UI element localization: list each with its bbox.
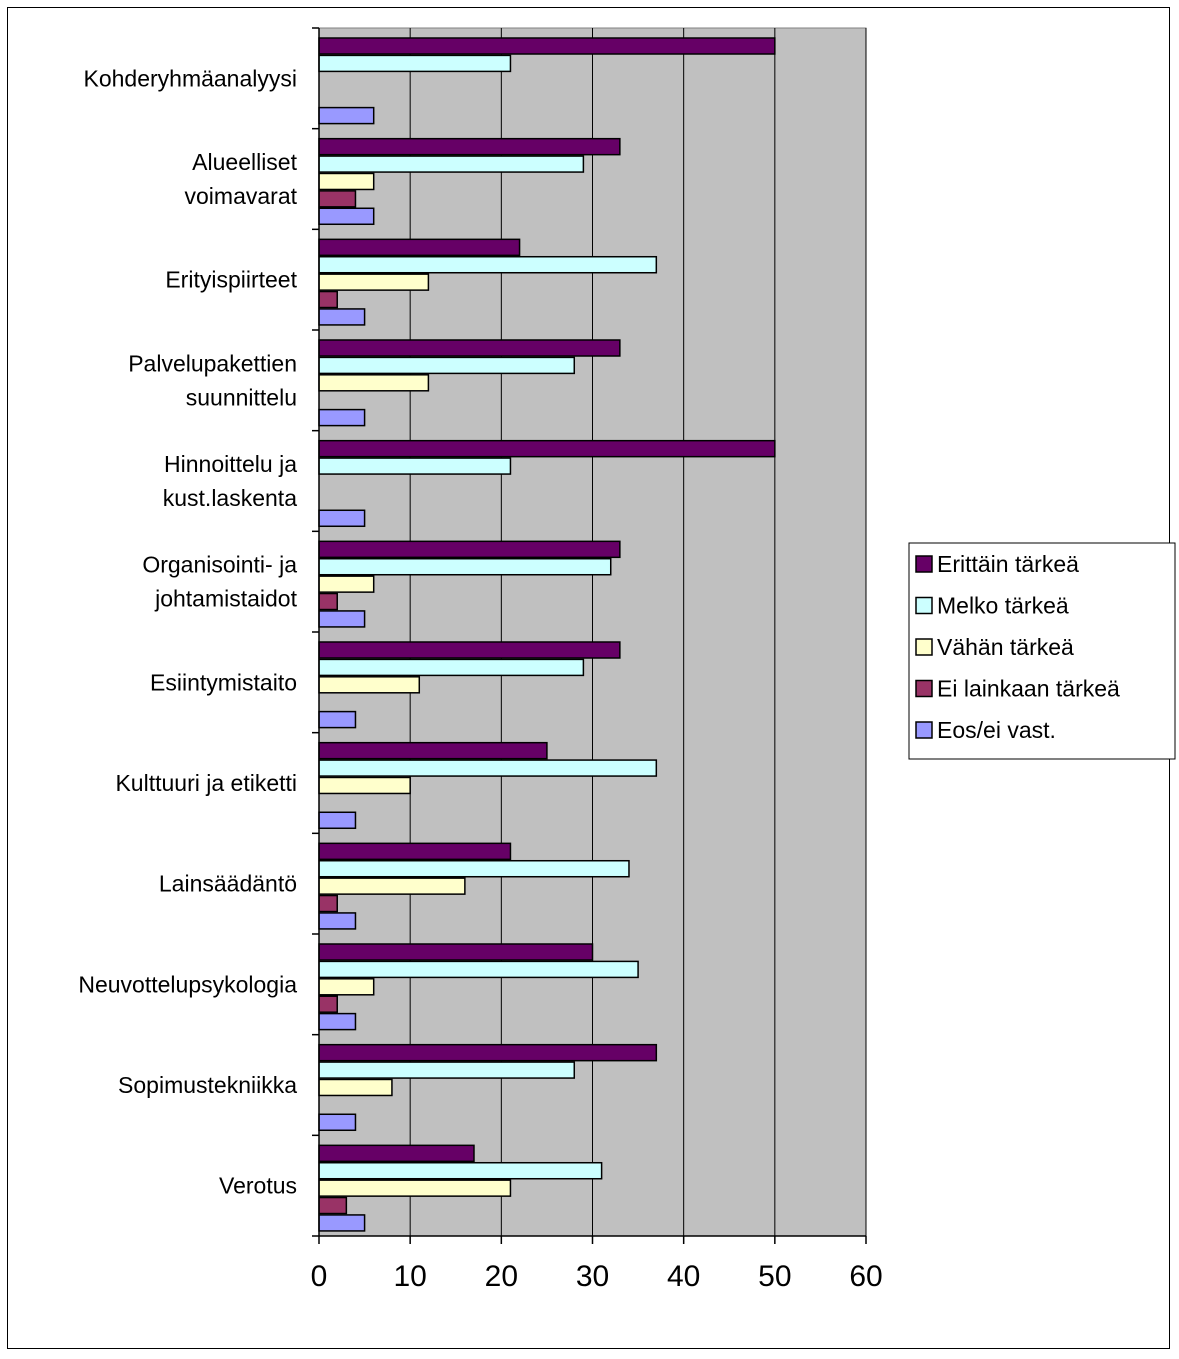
bar (318, 54, 512, 73)
category-label: Sopimustekniikka (118, 1072, 297, 1098)
bar (318, 592, 338, 611)
bar (318, 273, 430, 291)
bar (318, 207, 375, 226)
bar (318, 710, 357, 729)
category-label: Organisointi- ja johtamistaidot (142, 552, 297, 612)
legend-swatch (915, 596, 933, 615)
bar (318, 610, 366, 628)
bar (318, 978, 375, 996)
category-label: Erityispiirteet (165, 267, 297, 293)
bar (318, 339, 621, 357)
category-label: Lainsäädäntö (159, 871, 297, 897)
category-label: Esiintymistaito (150, 669, 297, 695)
category-label: Palvelupakettien suunnittelu (128, 350, 297, 410)
bar (318, 540, 621, 559)
x-tick-label: 30 (576, 1260, 609, 1293)
bar (318, 1061, 576, 1079)
bar (318, 290, 338, 309)
bar (318, 943, 594, 961)
bar (318, 1078, 393, 1097)
bar (318, 1196, 348, 1215)
bar (318, 557, 612, 576)
bar (318, 457, 512, 475)
bar (318, 374, 430, 392)
bar (318, 1214, 366, 1232)
bar (318, 1113, 357, 1132)
x-tick-label: 60 (849, 1260, 882, 1293)
bar (318, 137, 621, 156)
bar (318, 155, 585, 173)
legend-swatch (915, 679, 933, 698)
bar (318, 641, 621, 659)
bar (318, 1179, 512, 1197)
category-label: Kulttuuri ja etiketti (115, 770, 297, 796)
legend-label: Ei lainkaan tärkeä (937, 676, 1120, 702)
bar (318, 1012, 357, 1031)
bar (318, 894, 338, 913)
bar (318, 811, 357, 830)
bar (318, 308, 366, 326)
bar (318, 356, 576, 375)
bar (318, 1161, 603, 1180)
legend-label: Erittäin tärkeä (937, 551, 1079, 577)
bar (318, 842, 512, 861)
bar (318, 1144, 475, 1163)
bar (318, 995, 338, 1013)
x-tick-label: 10 (393, 1260, 426, 1293)
category-label: Verotus (219, 1173, 297, 1199)
legend-label: Vähän tärkeä (937, 634, 1074, 660)
legend-swatch (915, 721, 933, 739)
bar (318, 776, 411, 795)
bar (318, 575, 375, 593)
x-tick-label: 50 (758, 1260, 791, 1293)
bar (318, 741, 548, 760)
bar (318, 37, 776, 55)
bar (318, 759, 658, 777)
bar (318, 859, 630, 878)
bar (318, 960, 639, 979)
legend-swatch (915, 638, 933, 656)
bar (318, 912, 357, 930)
category-label: Neuvottelupsykologia (78, 971, 297, 997)
bar (318, 1043, 658, 1062)
legend-label: Melko tärkeä (937, 593, 1069, 619)
bar (318, 877, 466, 895)
x-tick-label: 0 (311, 1260, 328, 1293)
bar (318, 255, 658, 274)
bar (318, 106, 375, 125)
x-tick-label: 20 (485, 1260, 518, 1293)
bar (318, 439, 776, 458)
category-label: Alueelliset voimavarat (185, 149, 298, 209)
legend (908, 542, 1176, 760)
legend-swatch (915, 555, 933, 573)
bar (318, 172, 375, 191)
x-tick-label: 40 (667, 1260, 700, 1293)
bar (318, 408, 366, 427)
bar (318, 676, 421, 694)
category-label: Hinnoittelu ja kust.laskenta (163, 451, 297, 511)
category-label: Kohderyhmäanalyysi (83, 65, 297, 91)
bar (318, 658, 585, 677)
bar (318, 509, 366, 528)
legend-label: Eos/ei vast. (937, 717, 1056, 743)
bar (318, 190, 357, 208)
bar (318, 238, 521, 257)
